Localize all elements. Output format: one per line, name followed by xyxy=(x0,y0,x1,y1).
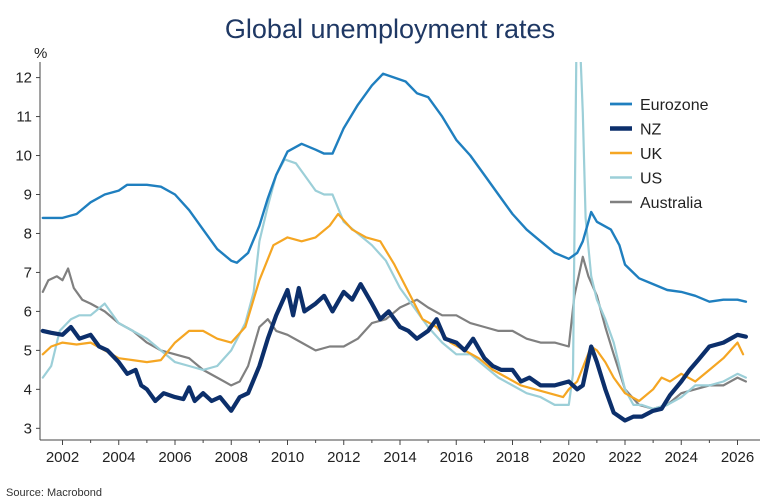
x-tick-label: 2024 xyxy=(665,449,698,466)
y-tick-label: 8 xyxy=(24,225,32,242)
legend: Eurozone NZ UK US Australia xyxy=(610,97,709,212)
y-tick-label: 12 xyxy=(15,70,32,87)
legend-label-uk: UK xyxy=(640,146,663,163)
y-tick-label: 11 xyxy=(16,109,32,126)
series-line-uk xyxy=(41,212,745,403)
legend-label-eurozone: Eurozone xyxy=(640,97,709,114)
y-axis-unit: % xyxy=(34,45,47,62)
x-tick-label: 2026 xyxy=(721,449,754,466)
series-line-eurozone xyxy=(41,72,748,303)
x-tick-label: 2010 xyxy=(271,449,304,466)
x-tick-label: 2018 xyxy=(496,449,529,466)
x-tick-label: 2016 xyxy=(440,449,473,466)
y-tick-label: 7 xyxy=(24,264,32,281)
legend-label-us: US xyxy=(640,171,662,188)
axes: 3 4 5 6 7 8 9 10 11 12 2002 2004 2006 2008 2010 2012 201… xyxy=(15,62,760,466)
y-tick-label: 6 xyxy=(24,303,32,320)
legend-label-australia: Australia xyxy=(640,195,702,212)
y-tick-label: 4 xyxy=(24,381,32,398)
x-tick-label: 2004 xyxy=(102,449,135,466)
legend-label-nz: NZ xyxy=(640,122,662,139)
y-tick-label: 9 xyxy=(24,186,32,203)
series-line-nz xyxy=(40,282,748,423)
x-tick-label: 2002 xyxy=(46,449,79,466)
y-tick-label: 5 xyxy=(24,342,32,359)
y-tick-label: 10 xyxy=(15,148,32,165)
y-tick-label: 3 xyxy=(24,420,32,437)
source-note: Source: Macrobond xyxy=(6,487,102,499)
x-tick-label: 2006 xyxy=(158,449,191,466)
x-tick-label: 2012 xyxy=(327,449,360,466)
chart-title: Global unemployment rates xyxy=(225,14,555,44)
series-group xyxy=(40,62,748,423)
x-tick-label: 2014 xyxy=(383,449,416,466)
x-tick-label: 2008 xyxy=(215,449,248,466)
x-tick-label: 2022 xyxy=(608,449,641,466)
x-tick-label: 2020 xyxy=(552,449,585,466)
